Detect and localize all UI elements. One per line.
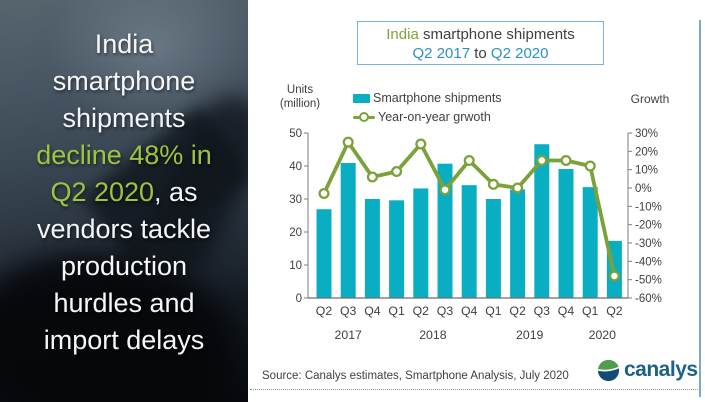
canalys-logo: canalys (597, 358, 698, 382)
logo-globe-icon (597, 359, 620, 381)
x-axis-quarter-label: Q1 (388, 304, 405, 318)
right-axis-tick-label: 10% (635, 165, 658, 177)
left-axis-title-line1: Units (286, 84, 314, 96)
left-axis-tick-label: 10 (289, 260, 302, 272)
headline-highlight: decline 48% in Q2 2020 (36, 140, 212, 207)
x-axis-year-label: 2019 (516, 328, 544, 342)
growth-line-marker (487, 178, 499, 190)
source-text: Source: Canalys estimates, Smartphone An… (262, 370, 569, 382)
right-axis-tick-label: 30% (635, 128, 658, 140)
chart-title-to: to (470, 45, 491, 62)
x-axis-quarter-label: Q1 (485, 304, 502, 318)
line-marker-icon (353, 112, 375, 123)
x-axis-quarter-label: Q2 (509, 304, 526, 318)
right-axis-title: Growth (630, 92, 670, 106)
x-axis-quarter-label: Q3 (437, 304, 454, 318)
right-axis-tick-label: -50% (635, 275, 662, 287)
x-axis-quarter-label: Q2 (606, 304, 623, 318)
x-axis-quarter-label: Q2 (413, 304, 430, 318)
bar (437, 163, 453, 298)
left-axis-tick-label: 40 (289, 161, 302, 173)
legend-growth-label: Year-on-year grwoth (378, 110, 491, 124)
legend-item-growth: Year-on-year grwoth (353, 110, 491, 124)
right-axis-tick-label: -40% (635, 256, 662, 268)
headline-post: , as vendors tackle production hurdles a… (36, 177, 212, 355)
chart-title-line1: India smartphone shipments (358, 25, 603, 44)
bar (340, 163, 356, 298)
right-axis-tick-label: -10% (635, 201, 662, 213)
chart-canvas: 50 40 30 20 10 0 30% 20% 10% 0% -10% -20% -30% -40% -5… (289, 128, 662, 342)
bar (582, 187, 598, 298)
right-axis-tick-label: 20% (635, 146, 658, 158)
right-axis-tick-label: -20% (635, 220, 662, 232)
left-axis-tick-label: 20 (289, 227, 302, 239)
chart-title-qstart: Q2 2017 (412, 45, 471, 62)
headline: India smartphone shipments decline 48% i… (0, 0, 248, 402)
growth-line-marker (391, 165, 403, 178)
chart-title-line2: Q2 2017 to Q2 2020 (358, 44, 603, 63)
growth-line-marker (560, 154, 572, 167)
bar (558, 168, 574, 298)
window-edge-line (699, 20, 701, 397)
bar (485, 199, 501, 298)
growth-line-marker (342, 136, 354, 148)
x-axis-year-label: 2018 (419, 328, 447, 342)
bar (534, 144, 550, 298)
bar (461, 185, 477, 298)
legend-shipments-label: Smartphone shipments (373, 91, 502, 105)
right-axis-tick-label: -30% (635, 238, 662, 250)
chart-title-qend: Q2 2020 (490, 45, 549, 62)
x-axis-quarter-label: Q1 (582, 304, 599, 318)
growth-line-marker (608, 270, 620, 282)
growth-line-marker (536, 154, 548, 167)
bar-swatch-icon (353, 93, 370, 103)
bar (364, 199, 380, 298)
bar (389, 200, 405, 298)
bar (510, 189, 526, 298)
headline-pre: India smartphone shipments (52, 29, 196, 133)
bar (316, 209, 332, 298)
left-axis-tick-label: 0 (296, 293, 302, 305)
chart-title-box: India smartphone shipments Q2 2017 to Q2… (357, 21, 604, 65)
x-axis-year-label: 2017 (335, 328, 363, 342)
x-axis-quarter-label: Q2 (316, 304, 333, 318)
slide-bottom-dotted-line (250, 389, 700, 390)
x-axis-quarter-label: Q3 (534, 304, 551, 318)
x-axis-quarter-label: Q4 (461, 304, 478, 318)
growth-line-marker (366, 171, 378, 183)
legend-item-shipments: Smartphone shipments (353, 91, 502, 105)
growth-line-marker (415, 138, 427, 150)
x-axis-quarter-label: Q3 (340, 304, 357, 318)
chart-title-country: India (386, 26, 419, 43)
growth-line-marker (463, 154, 475, 167)
left-axis-title: Units (million) (270, 83, 330, 111)
logo-wordmark: canalys (624, 358, 698, 381)
left-axis-tick-label: 50 (289, 128, 302, 140)
growth-line-marker (439, 184, 451, 196)
chart-title-rest: smartphone shipments (418, 26, 575, 43)
left-axis-title-line2: (million) (279, 98, 321, 110)
growth-line-marker (512, 182, 524, 194)
photo-panel: India smartphone shipments decline 48% i… (0, 0, 248, 402)
growth-line-marker (318, 187, 330, 200)
x-axis-year-label: 2020 (589, 328, 617, 342)
bar (413, 188, 429, 298)
left-axis-tick-label: 30 (289, 194, 302, 206)
x-axis-quarter-label: Q4 (364, 304, 381, 318)
growth-line-marker (584, 160, 596, 172)
right-axis-tick-label: 0% (635, 183, 652, 195)
x-axis-quarter-label: Q4 (558, 304, 575, 318)
right-axis-tick-label: -60% (635, 293, 662, 305)
